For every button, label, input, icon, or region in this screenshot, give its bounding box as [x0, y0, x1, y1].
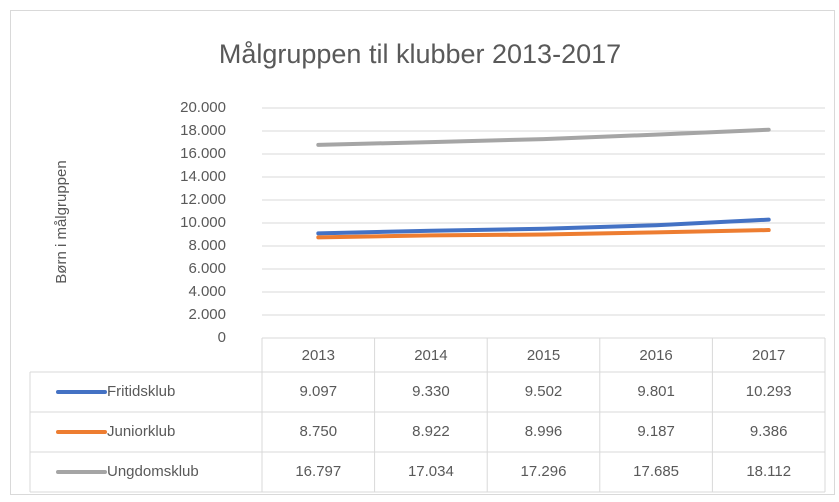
- series-line: [316, 127, 771, 147]
- y-tick-label: 20.000: [180, 99, 226, 116]
- table-value: 16.797: [295, 463, 341, 480]
- y-tick-label: 18.000: [180, 122, 226, 139]
- y-tick-label: 14.000: [180, 168, 226, 185]
- x-tick-label: 2017: [752, 347, 785, 364]
- y-tick-label: 6.000: [188, 260, 226, 277]
- table-value: 8.996: [525, 423, 563, 440]
- legend-label: Ungdomsklub: [107, 463, 199, 480]
- table-value: 9.801: [637, 383, 675, 400]
- table-value: 9.330: [412, 383, 450, 400]
- y-axis-label: Børn i målgruppen: [53, 160, 70, 283]
- table-value: 8.750: [300, 423, 338, 440]
- table-value: 17.685: [633, 463, 679, 480]
- x-tick-label: 2016: [639, 347, 672, 364]
- chart-border: [10, 10, 835, 495]
- y-tick-label: 12.000: [180, 191, 226, 208]
- table-value: 17.296: [521, 463, 567, 480]
- x-tick-label: 2015: [527, 347, 560, 364]
- y-tick-label: 10.000: [180, 214, 226, 231]
- table-value: 18.112: [746, 463, 791, 480]
- x-tick-label: 2013: [302, 347, 335, 364]
- table-value: 9.097: [300, 383, 338, 400]
- y-tick-label: 8.000: [188, 237, 226, 254]
- legend-label: Juniorklub: [107, 423, 175, 440]
- x-tick-label: 2014: [414, 347, 447, 364]
- y-tick-label: 4.000: [188, 283, 226, 300]
- table-value: 9.386: [750, 423, 788, 440]
- series-line: [316, 228, 771, 240]
- y-tick-label: 0: [218, 329, 226, 346]
- legend-label: Fritidsklub: [107, 383, 175, 400]
- table-value: 10.293: [746, 383, 792, 400]
- series-line: [316, 217, 771, 236]
- table-value: 8.922: [412, 423, 450, 440]
- chart-title: Målgruppen til klubber 2013-2017: [219, 39, 621, 69]
- y-tick-label: 2.000: [188, 306, 226, 323]
- table-value: 17.034: [408, 463, 454, 480]
- y-tick-label: 16.000: [180, 145, 226, 162]
- table-value: 9.502: [525, 383, 563, 400]
- table-value: 9.187: [637, 423, 675, 440]
